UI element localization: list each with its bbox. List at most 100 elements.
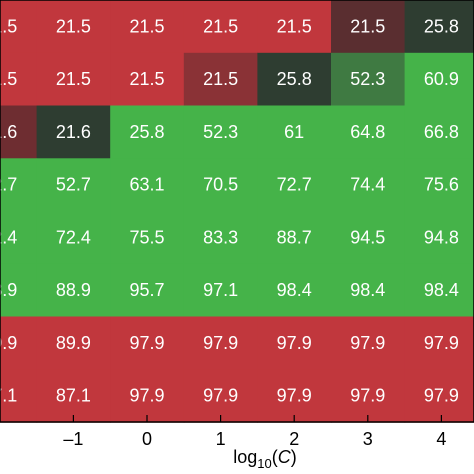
heatmap-cell (257, 211, 332, 265)
cell-value-label: 87.1 (56, 386, 91, 406)
heatmap-cell (331, 0, 406, 54)
heatmap-cell (110, 52, 185, 107)
heatmap-cell (110, 211, 185, 265)
cell-value-label: 88.7 (277, 227, 312, 247)
heatmap-cell (36, 263, 111, 318)
heatmap-cell (404, 369, 474, 423)
heatmap-cells (0, 0, 474, 423)
heatmap-cell (404, 52, 474, 107)
heatmap-cell (183, 0, 258, 54)
cell-value-label: 97.9 (277, 333, 312, 353)
cell-value-label: 89.9 (0, 333, 17, 353)
cell-value-label: 97.9 (350, 333, 385, 353)
x-tick-label: 4 (436, 429, 446, 449)
heatmap-cell (0, 369, 38, 423)
cell-value-label: 72.4 (56, 227, 91, 247)
cell-value-label: 97.9 (203, 333, 238, 353)
cell-value-label: 70.5 (203, 175, 238, 195)
cell-value-label: 21.5 (277, 16, 312, 36)
heatmap-cell (331, 211, 406, 265)
heatmap-cell (183, 158, 258, 212)
cell-value-label: 83.3 (203, 227, 238, 247)
heatmap-cell (36, 0, 111, 54)
heatmap-cell (257, 369, 332, 423)
heatmap-cell (404, 105, 474, 159)
cell-value-label: 97.1 (203, 280, 238, 300)
heatmap-cell (257, 263, 332, 318)
cell-value-label: 75.5 (129, 227, 164, 247)
heatmap-cell (110, 105, 185, 159)
cell-value-label: 97.9 (277, 386, 312, 406)
cell-value-label: 88.9 (56, 280, 91, 300)
x-tick-label: 1 (216, 429, 226, 449)
cell-value-label: 95.7 (129, 280, 164, 300)
heatmap-cell (404, 316, 474, 370)
heatmap-cell (0, 263, 38, 318)
heatmap-cell (36, 369, 111, 423)
heatmap-cell (0, 316, 38, 370)
cell-value-label: 52.3 (350, 69, 385, 89)
plot-frame (0, 0, 474, 423)
cell-value-label: 94.5 (350, 227, 385, 247)
heatmap-cell (331, 158, 406, 212)
cell-value-label: 63.1 (129, 175, 164, 195)
cell-value-label: 61 (284, 122, 304, 142)
cell-value-label: 97.9 (424, 333, 459, 353)
x-tick-label: 2 (289, 429, 299, 449)
cell-value-label: 25.8 (129, 122, 164, 142)
heatmap-cell (110, 316, 185, 370)
cell-value-label: 21.6 (56, 122, 91, 142)
heatmap-cell (183, 105, 258, 159)
cell-value-label: 21.5 (0, 69, 17, 89)
x-axis-title: log10(C) (233, 447, 297, 471)
cell-value-label: 98.4 (350, 280, 385, 300)
heatmap-cell (331, 105, 406, 159)
cell-value-label: 21.5 (56, 16, 91, 36)
heatmap-cell (404, 211, 474, 265)
cell-value-label: 52.7 (0, 175, 17, 195)
heatmap-cell (36, 211, 111, 265)
cell-value-label: 21.5 (203, 69, 238, 89)
cell-value-label: 21.5 (203, 16, 238, 36)
heatmap-cell (110, 0, 185, 54)
heatmap-cell (257, 52, 332, 107)
heatmap-cell (0, 52, 38, 107)
cell-value-label: 97.9 (350, 386, 385, 406)
cell-value-label: 97.9 (203, 386, 238, 406)
cell-value-label: 60.9 (424, 69, 459, 89)
heatmap-cell (0, 158, 38, 212)
heatmap-cell (183, 263, 258, 318)
heatmap-cell (257, 316, 332, 370)
heatmap-cell (0, 105, 38, 159)
cell-value-label: 97.9 (129, 333, 164, 353)
cell-value-label: 89.9 (56, 333, 91, 353)
cell-value-label: 21.5 (350, 16, 385, 36)
heatmap-cell (331, 52, 406, 107)
cell-value-label: 87.1 (0, 386, 17, 406)
cell-value-label: 88.9 (0, 280, 17, 300)
heatmap-cell (257, 158, 332, 212)
heatmap-cell (36, 158, 111, 212)
x-tick-label: –1 (63, 429, 83, 449)
cell-value-label: 25.8 (277, 69, 312, 89)
heatmap-cell (404, 0, 474, 54)
cell-value-label: 72.7 (277, 175, 312, 195)
heatmap-cell (331, 369, 406, 423)
cell-value-label: 52.3 (203, 122, 238, 142)
heatmap-cell (0, 211, 38, 265)
heatmap-cell (331, 316, 406, 370)
cell-value-label: 98.4 (277, 280, 312, 300)
heatmap-cell-labels: 21.5 21.5 21.5 21.5 21.5 21.5 25.8 21.5 21.5 21.5… (0, 16, 459, 406)
cell-value-label: 25.8 (424, 16, 459, 36)
cell-value-label: 97.9 (424, 386, 459, 406)
x-axis-ticks: –1012345 (63, 415, 446, 449)
heatmap-cell (110, 158, 185, 212)
heatmap-cell (183, 316, 258, 370)
cell-value-label: 97.9 (129, 386, 164, 406)
cell-value-label: 64.8 (350, 122, 385, 142)
cell-value-label: 21.5 (129, 69, 164, 89)
cell-value-label: 21.6 (0, 122, 17, 142)
cell-value-label: 52.7 (56, 175, 91, 195)
heatmap-cell (331, 263, 406, 318)
